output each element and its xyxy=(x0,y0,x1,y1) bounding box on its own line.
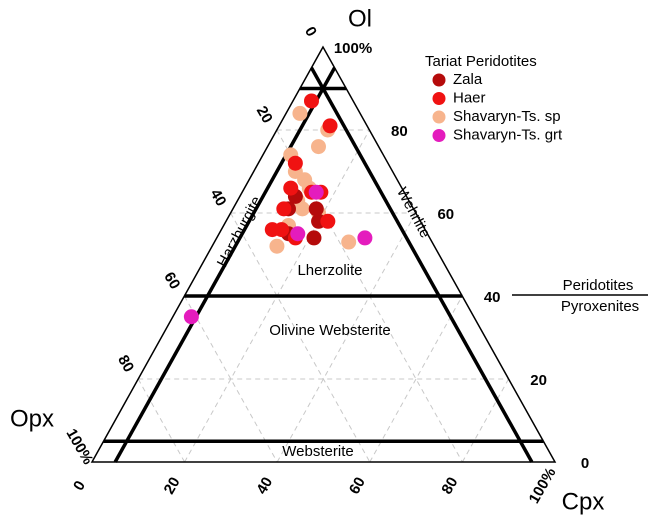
data-point xyxy=(303,93,319,109)
cpx-tick-label: 100% xyxy=(526,465,560,507)
data-point xyxy=(183,309,199,325)
apex-label: Ol xyxy=(348,5,372,32)
data-point xyxy=(308,184,324,200)
data-point xyxy=(322,118,338,134)
ol-tick-label: 0 xyxy=(581,455,589,472)
boundary xyxy=(113,66,337,463)
ol-tick-label: 100% xyxy=(334,40,372,57)
opx-tick-label: 20 xyxy=(253,103,276,126)
grid-line xyxy=(369,295,463,463)
grid-line xyxy=(276,212,417,463)
cpx-tick-label: 40 xyxy=(253,474,276,497)
legend-marker xyxy=(432,129,446,142)
frame xyxy=(90,45,557,463)
cpx-tick-label: 60 xyxy=(346,474,369,497)
data-point xyxy=(320,213,336,229)
grid-line xyxy=(461,378,510,463)
data-point xyxy=(283,180,299,196)
data-point xyxy=(287,155,303,171)
cpx-tick-label: 80 xyxy=(438,474,461,497)
legend-label: Haer xyxy=(453,89,486,106)
data-point xyxy=(264,222,280,238)
ol-tick-label: 20 xyxy=(530,372,547,389)
data-point xyxy=(341,234,357,250)
data-point xyxy=(357,230,373,246)
legend-label: Zala xyxy=(453,71,483,88)
divider-label: Peridotites xyxy=(563,277,634,294)
legend-label: Shavaryn-Ts. grt xyxy=(453,126,563,143)
opx-tick-label: 0 xyxy=(301,24,320,40)
boundary xyxy=(309,66,534,463)
data-point xyxy=(310,139,326,155)
field-label: Lherzolite xyxy=(297,262,362,279)
legend-title: Tariat Peridotites xyxy=(425,53,537,70)
divider-label: Pyroxenites xyxy=(561,298,639,315)
data-point xyxy=(294,201,310,217)
data-point xyxy=(276,201,292,217)
legend-label: Shavaryn-Ts. sp xyxy=(453,108,561,125)
cpx-tick-label: 0 xyxy=(70,478,89,494)
opx-tick-label: 40 xyxy=(207,186,230,209)
opx-tick-label: 100% xyxy=(63,426,97,468)
opx-tick-label: 80 xyxy=(114,352,137,375)
field-label: Olivine Websterite xyxy=(269,322,390,339)
field-label: Websterite xyxy=(282,443,353,460)
data-point xyxy=(269,238,285,254)
grid-line xyxy=(137,378,186,463)
apex-label: Cpx xyxy=(562,488,605,515)
data-point xyxy=(308,201,324,217)
triangle xyxy=(90,45,557,463)
grid-line xyxy=(230,212,371,463)
legend-marker xyxy=(432,73,446,87)
ol-tick-label: 60 xyxy=(437,206,454,223)
legend-marker xyxy=(432,92,446,105)
apex-label: Opx xyxy=(10,405,54,432)
points xyxy=(183,93,373,325)
field-label: Wehrlite xyxy=(393,185,434,241)
ol-tick-label: 80 xyxy=(391,123,408,140)
data-point xyxy=(292,105,308,121)
data-point xyxy=(290,226,306,242)
opx-tick-label: 60 xyxy=(160,269,183,292)
grid-line xyxy=(183,295,278,463)
legend-marker xyxy=(432,110,446,124)
ol-tick-label: 40 xyxy=(484,289,501,306)
data-point xyxy=(306,230,322,246)
cpx-tick-label: 20 xyxy=(161,474,184,497)
